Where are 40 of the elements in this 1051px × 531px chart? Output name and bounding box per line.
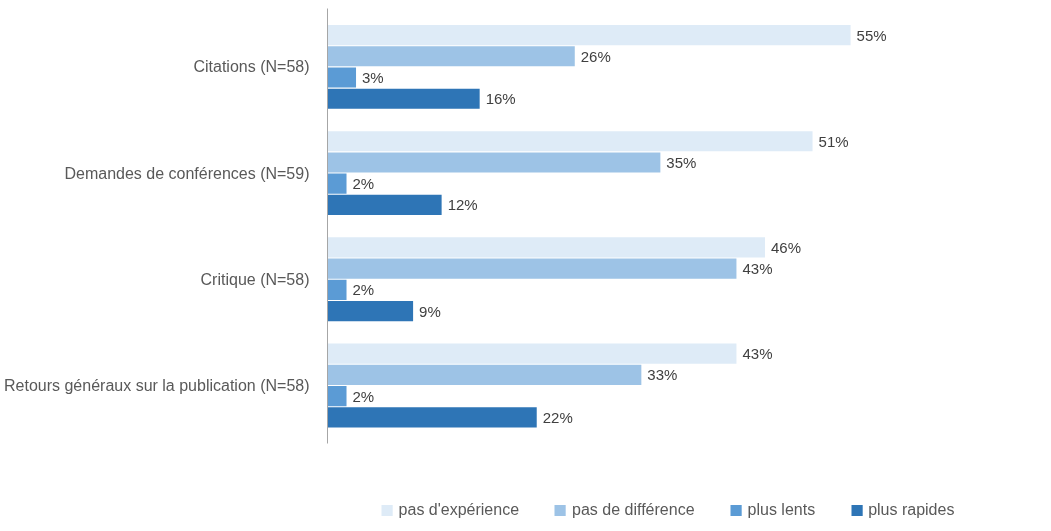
bar: [327, 88, 480, 109]
bar: [327, 46, 575, 67]
data-label: 33%: [647, 366, 678, 384]
y-tick-label: Retours généraux sur la publication (N=58): [4, 376, 310, 394]
data-label: 2%: [352, 387, 375, 405]
data-label: 12%: [447, 196, 478, 214]
bar: [327, 258, 737, 279]
y-tick-label: Citations (N=58): [193, 58, 310, 76]
data-label: 2%: [352, 175, 375, 193]
bar: [327, 173, 347, 194]
data-label: 9%: [419, 302, 441, 320]
legend-label: plus lents: [747, 501, 816, 519]
bar: [327, 237, 765, 258]
bar: [327, 364, 642, 385]
data-label: 26%: [580, 47, 611, 65]
data-label: 43%: [742, 345, 773, 363]
data-label: 51%: [818, 132, 849, 150]
bar: [327, 385, 347, 407]
data-label: 43%: [742, 260, 773, 278]
bar: [327, 131, 813, 152]
y-tick-label: Critique (N=58): [200, 270, 310, 288]
bar: [327, 152, 661, 173]
data-label: 3%: [362, 69, 384, 87]
data-label: 35%: [666, 153, 697, 171]
bar: [327, 194, 442, 216]
bar: [327, 343, 737, 364]
bar: [327, 24, 851, 46]
bar: [327, 279, 347, 300]
data-label: 46%: [770, 238, 802, 256]
bar: [327, 301, 414, 322]
data-label: 2%: [352, 281, 375, 299]
data-label: 55%: [856, 26, 887, 44]
y-tick-label: Demandes de conférences (N=59): [64, 164, 310, 182]
bar: [327, 67, 357, 88]
legend-label: pas d'expérience: [398, 501, 520, 519]
legend-label: pas de différence: [572, 501, 695, 519]
data-label: 16%: [485, 90, 516, 108]
legend-label: plus rapides: [868, 501, 955, 519]
bar: [327, 407, 537, 428]
data-label: 22%: [542, 408, 573, 426]
